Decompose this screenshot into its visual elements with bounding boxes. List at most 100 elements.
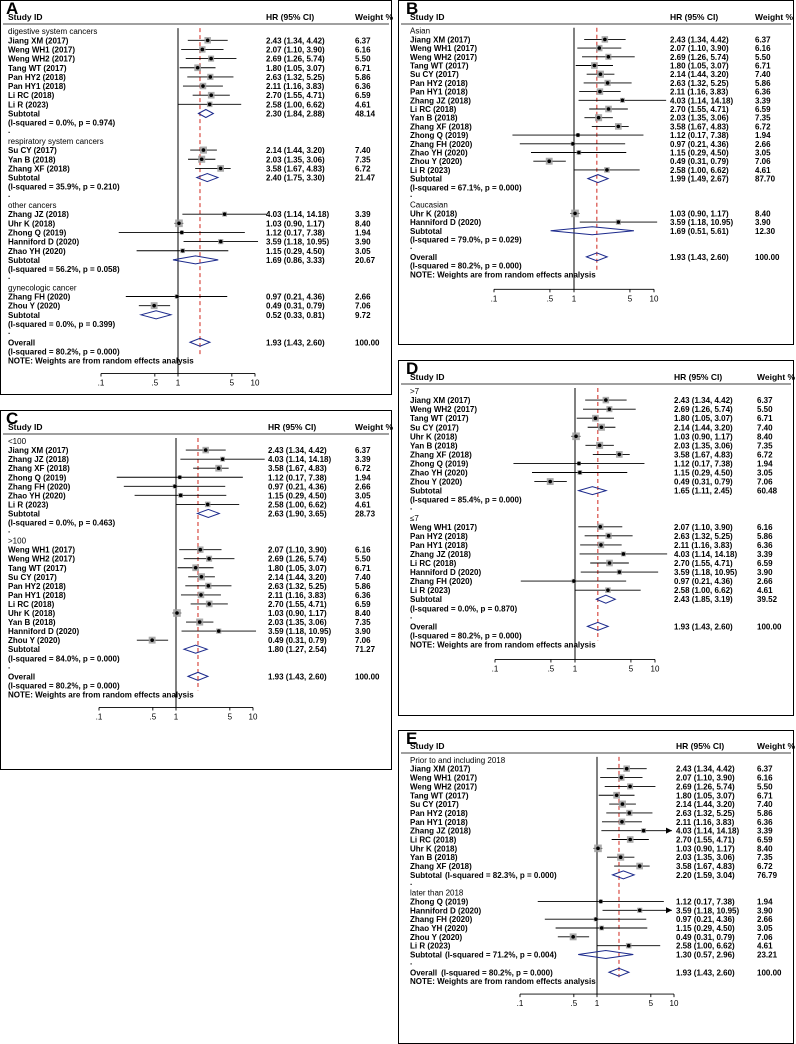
x-tick-label: 1 [572, 294, 577, 303]
header-weight: Weight % [355, 422, 394, 432]
study-label: Hanniford D (2020) [8, 627, 79, 636]
study-label: Pan HY1 (2018) [410, 818, 468, 827]
point-estimate [598, 525, 603, 529]
pooled-diamond [182, 644, 209, 654]
weight-value: 7.06 [757, 933, 773, 942]
weight-value: 6.36 [355, 82, 371, 91]
spacer-dot: . [8, 526, 10, 535]
subtotal-hr-ci: 2.63 (1.90, 3.65) [268, 509, 327, 518]
x-tick-label: 10 [251, 379, 260, 388]
spacer-dot: . [8, 272, 10, 281]
note-random-effects: NOTE: Weights are from random effects an… [410, 640, 596, 649]
subtotal-label: Subtotal [410, 227, 442, 236]
hr-ci-value: 1.15 (0.29, 4.50) [266, 247, 325, 256]
overall-heterogeneity: (I-squared = 80.2%, p = 0.000) [410, 262, 522, 271]
header-hr-ci: HR (95% CI) [676, 741, 724, 751]
note-random-effects: NOTE: Weights are from random effects an… [410, 977, 596, 986]
hr-ci-value: 2.58 (1.00, 6.62) [268, 500, 327, 509]
study-label: Zhang JZ (2018) [8, 210, 69, 219]
pooled-diamond [576, 486, 608, 496]
point-estimate [574, 434, 578, 439]
study-label: Yan B (2018) [8, 155, 56, 164]
point-estimate [607, 561, 612, 565]
study-label: Tang WT (2017) [8, 64, 67, 73]
pooled-diamond [138, 310, 173, 320]
subtotal-weight: 39.52 [757, 595, 778, 604]
hr-ci-value: 2.07 (1.10, 3.90) [674, 523, 733, 532]
weight-value: 6.16 [355, 45, 371, 54]
hr-ci-value: 3.58 (1.67, 4.83) [266, 164, 325, 173]
hr-ci-value: 1.03 (0.90, 1.17) [268, 609, 327, 618]
header-hr-ci: HR (95% CI) [266, 12, 314, 22]
subtotal-label: Subtotal [8, 174, 40, 183]
hr-ci-value: 0.49 (0.31, 0.79) [266, 302, 325, 311]
hr-ci-value: 2.03 (1.35, 3.06) [670, 114, 729, 123]
point-estimate [599, 425, 604, 430]
weight-value: 5.50 [757, 405, 773, 414]
weight-value: 3.90 [757, 906, 773, 915]
spacer-dot: . [8, 126, 10, 135]
weight-value: 7.35 [757, 441, 773, 450]
weight-value: 3.05 [757, 469, 773, 478]
weight-value: 6.37 [355, 446, 371, 455]
study-label: Zhang FH (2020) [8, 293, 71, 302]
hr-ci-value: 2.63 (1.32, 5.25) [670, 79, 729, 88]
subtotal-hr-ci: 0.52 (0.33, 0.81) [266, 311, 325, 320]
spacer-dot: . [8, 327, 10, 336]
pooled-diamond [172, 255, 219, 265]
x-tick-label: .1 [98, 379, 105, 388]
overall-hr-ci: 1.93 (1.43, 2.60) [268, 672, 327, 681]
weight-value: 6.72 [355, 164, 371, 173]
hr-ci-value: 2.43 (1.34, 4.42) [676, 765, 735, 774]
weight-value: 7.40 [355, 573, 371, 582]
hr-ci-value: 2.69 (1.26, 5.74) [676, 782, 735, 791]
point-estimate [203, 448, 208, 452]
subtotal-weight: 71.27 [355, 645, 376, 654]
weight-value: 6.59 [757, 836, 773, 845]
study-label: Pan HY1 (2018) [410, 541, 468, 550]
point-estimate [599, 926, 604, 930]
point-estimate [598, 899, 603, 904]
hr-ci-value: 2.11 (1.16, 3.83) [266, 82, 325, 91]
point-estimate [620, 98, 625, 103]
subtotal-heterogeneity: (I-squared = 0.0%, p = 0.870) [410, 604, 517, 613]
subtotal-weight: 48.14 [355, 110, 376, 119]
study-label: Zhang FH (2020) [410, 915, 473, 924]
hr-ci-value: 0.97 (0.21, 4.36) [670, 140, 729, 149]
weight-value: 3.90 [757, 568, 773, 577]
point-estimate [547, 159, 552, 163]
group-label: Prior to and including 2018 [410, 756, 506, 765]
weight-value: 8.40 [757, 844, 773, 853]
overall-label: Overall [8, 338, 35, 347]
point-estimate [195, 65, 200, 70]
header-weight: Weight % [355, 12, 394, 22]
hr-ci-value: 3.59 (1.18, 10.95) [670, 218, 733, 227]
header-hr-ci: HR (95% CI) [674, 372, 722, 382]
subtotal-label: Subtotal [8, 311, 40, 320]
weight-value: 6.59 [757, 559, 773, 568]
point-estimate [624, 766, 629, 771]
point-estimate [177, 221, 181, 226]
study-label: Pan HY2 (2018) [8, 582, 66, 591]
study-label: Uhr K (2018) [410, 209, 457, 218]
x-tick-label: 1 [595, 999, 600, 1008]
pooled-diamond [195, 173, 220, 183]
subtotal-weight: 23.21 [757, 951, 778, 960]
subtotal-heterogeneity: (I-squared = 0.0%, p = 0.463) [8, 519, 115, 528]
study-label: Jiang XM (2017) [8, 36, 69, 45]
weight-value: 6.16 [757, 774, 773, 783]
overall-weight: 100.00 [757, 968, 782, 977]
study-label: Zhang JZ (2018) [8, 455, 69, 464]
point-estimate [598, 89, 602, 94]
spacer-dot: . [8, 190, 10, 199]
panel-frame [0, 0, 392, 395]
overall-hr-ci: 1.93 (1.43, 2.60) [676, 968, 735, 977]
subtotal-heterogeneity: (I-squared = 85.4%, p = 0.000) [410, 496, 522, 505]
pooled-diamond [611, 870, 636, 880]
panel-letter: D [406, 359, 418, 378]
subtotal-weight: 9.72 [355, 311, 371, 320]
point-estimate [599, 543, 603, 547]
weight-value: 2.66 [757, 577, 773, 586]
study-label: Jiang XM (2017) [410, 396, 471, 405]
study-label: Pan HY2 (2018) [410, 809, 468, 818]
